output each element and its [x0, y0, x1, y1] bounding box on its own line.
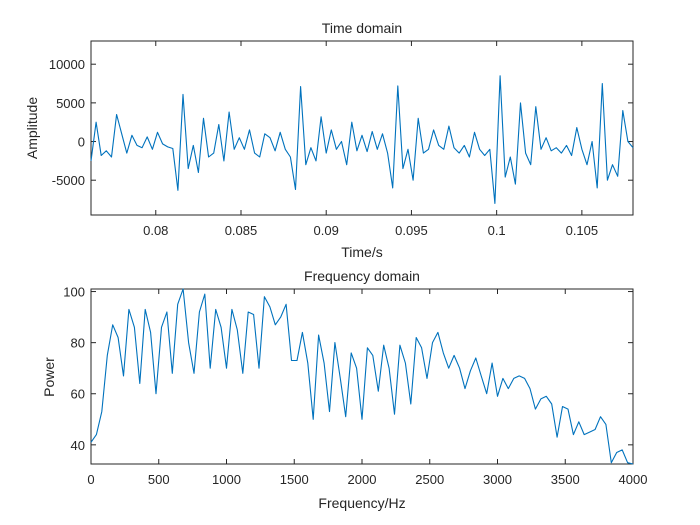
time-domain-y-ticks: -5000 0 5000 10000 — [49, 57, 633, 188]
time-domain-x-tick-label: 0.105 — [566, 223, 599, 238]
time-domain-x-tick-label: 0.085 — [225, 223, 258, 238]
frequency-domain-x-tick-label: 2500 — [415, 472, 444, 487]
time-domain-y-tick-label: 0 — [78, 135, 85, 150]
time-domain-x-ticks: 0.08 0.085 0.09 0.095 0.1 0.105 — [143, 41, 598, 238]
time-domain-x-axis-label: Time/s — [341, 244, 382, 260]
frequency-domain-power-line — [90, 288, 634, 465]
frequency-domain-y-axis-label: Power — [41, 357, 57, 397]
time-domain-axes-box — [90, 40, 634, 216]
frequency-domain-x-tick-label: 500 — [148, 472, 170, 487]
frequency-domain-x-tick-label: 1000 — [212, 472, 241, 487]
frequency-domain-x-tick-label: 0 — [87, 472, 94, 487]
frequency-domain-x-tick-label: 3000 — [483, 472, 512, 487]
frequency-domain-y-tick-label: 80 — [71, 336, 85, 351]
frequency-domain-y-tick-label: 60 — [71, 387, 85, 402]
time-domain-y-tick-label: 5000 — [56, 96, 85, 111]
frequency-domain-title: Frequency domain — [304, 268, 420, 284]
time-domain-y-tick-label: -5000 — [52, 173, 85, 188]
time-domain-x-tick-label: 0.1 — [488, 223, 506, 238]
time-domain-x-tick-label: 0.08 — [143, 223, 168, 238]
frequency-domain-x-tick-label: 3500 — [551, 472, 580, 487]
frequency-domain-x-tick-label: 2000 — [348, 472, 377, 487]
frequency-domain-axes-box — [90, 288, 634, 465]
frequency-domain-y-tick-label: 100 — [63, 285, 85, 300]
frequency-domain-x-tick-label: 1500 — [280, 472, 309, 487]
frequency-domain-x-axis-label: Frequency/Hz — [318, 495, 405, 511]
time-domain-y-tick-label: 10000 — [49, 57, 85, 72]
frequency-domain-y-ticks: 40 60 80 100 — [63, 285, 633, 453]
frequency-domain-x-ticks: 0 500 1000 1500 2000 2500 3000 3500 4000 — [87, 289, 647, 487]
time-domain-y-axis-label: Amplitude — [24, 97, 40, 159]
frequency-domain-y-tick-label: 40 — [71, 438, 85, 453]
time-domain-signal-line — [90, 75, 634, 204]
time-domain-x-tick-label: 0.09 — [314, 223, 339, 238]
time-domain-plot: Time domain 0.08 0.085 0.09 0.095 0.1 0.105 -… — [24, 20, 634, 260]
time-domain-title: Time domain — [322, 20, 402, 36]
frequency-domain-plot: Frequency domain 0 500 1000 1500 2000 2500 300… — [41, 268, 647, 511]
time-domain-x-tick-label: 0.095 — [395, 223, 428, 238]
frequency-domain-x-tick-label: 4000 — [619, 472, 648, 487]
